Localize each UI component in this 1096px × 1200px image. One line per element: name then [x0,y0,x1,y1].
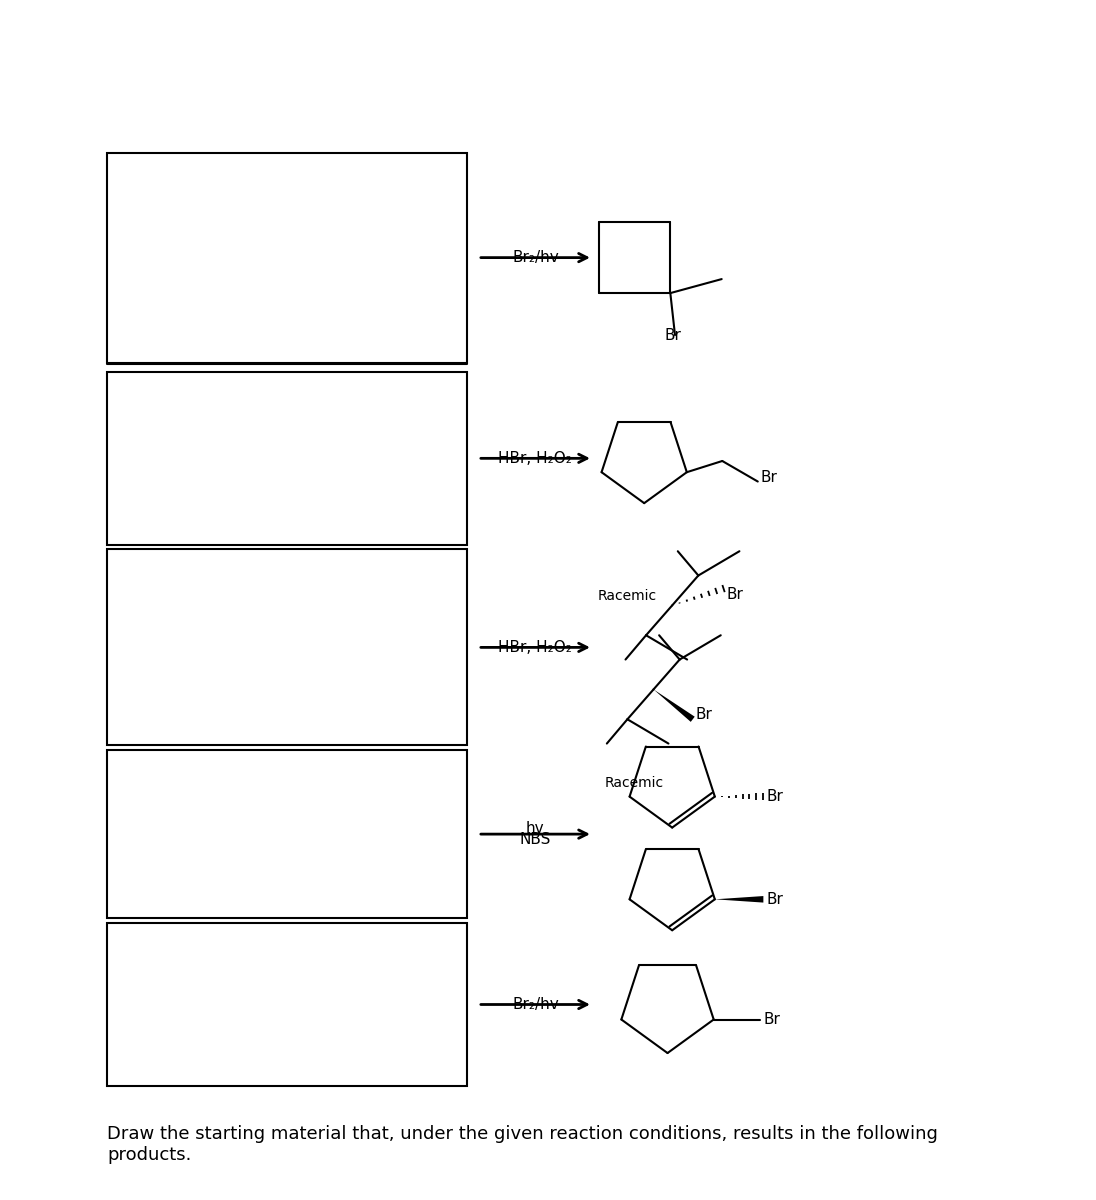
Text: HBr, H₂O₂: HBr, H₂O₂ [499,451,572,466]
Text: Br₂/hv: Br₂/hv [512,997,559,1012]
Text: hv: hv [526,821,545,836]
Bar [107,550,467,745]
Text: Br: Br [763,1012,780,1027]
Text: Br₂/hv: Br₂/hv [512,250,559,265]
Polygon shape [715,896,764,902]
Text: NBS: NBS [520,832,551,847]
Text: Draw the starting material that, under the given reaction conditions, results in: Draw the starting material that, under t… [107,1126,938,1164]
Text: Br: Br [696,707,712,722]
Text: Racemic: Racemic [605,775,664,790]
Text: Br: Br [766,892,783,907]
Text: Br: Br [766,790,783,804]
Text: HBr, H₂O₂: HBr, H₂O₂ [499,640,572,655]
Bar [107,750,467,918]
Bar [107,923,467,1086]
Text: Racemic: Racemic [597,589,657,604]
Bar [107,152,467,362]
Text: Br: Br [664,328,682,342]
Bar [107,372,467,545]
Text: Br: Br [727,587,743,601]
Text: Br: Br [761,470,777,485]
Polygon shape [653,690,695,722]
